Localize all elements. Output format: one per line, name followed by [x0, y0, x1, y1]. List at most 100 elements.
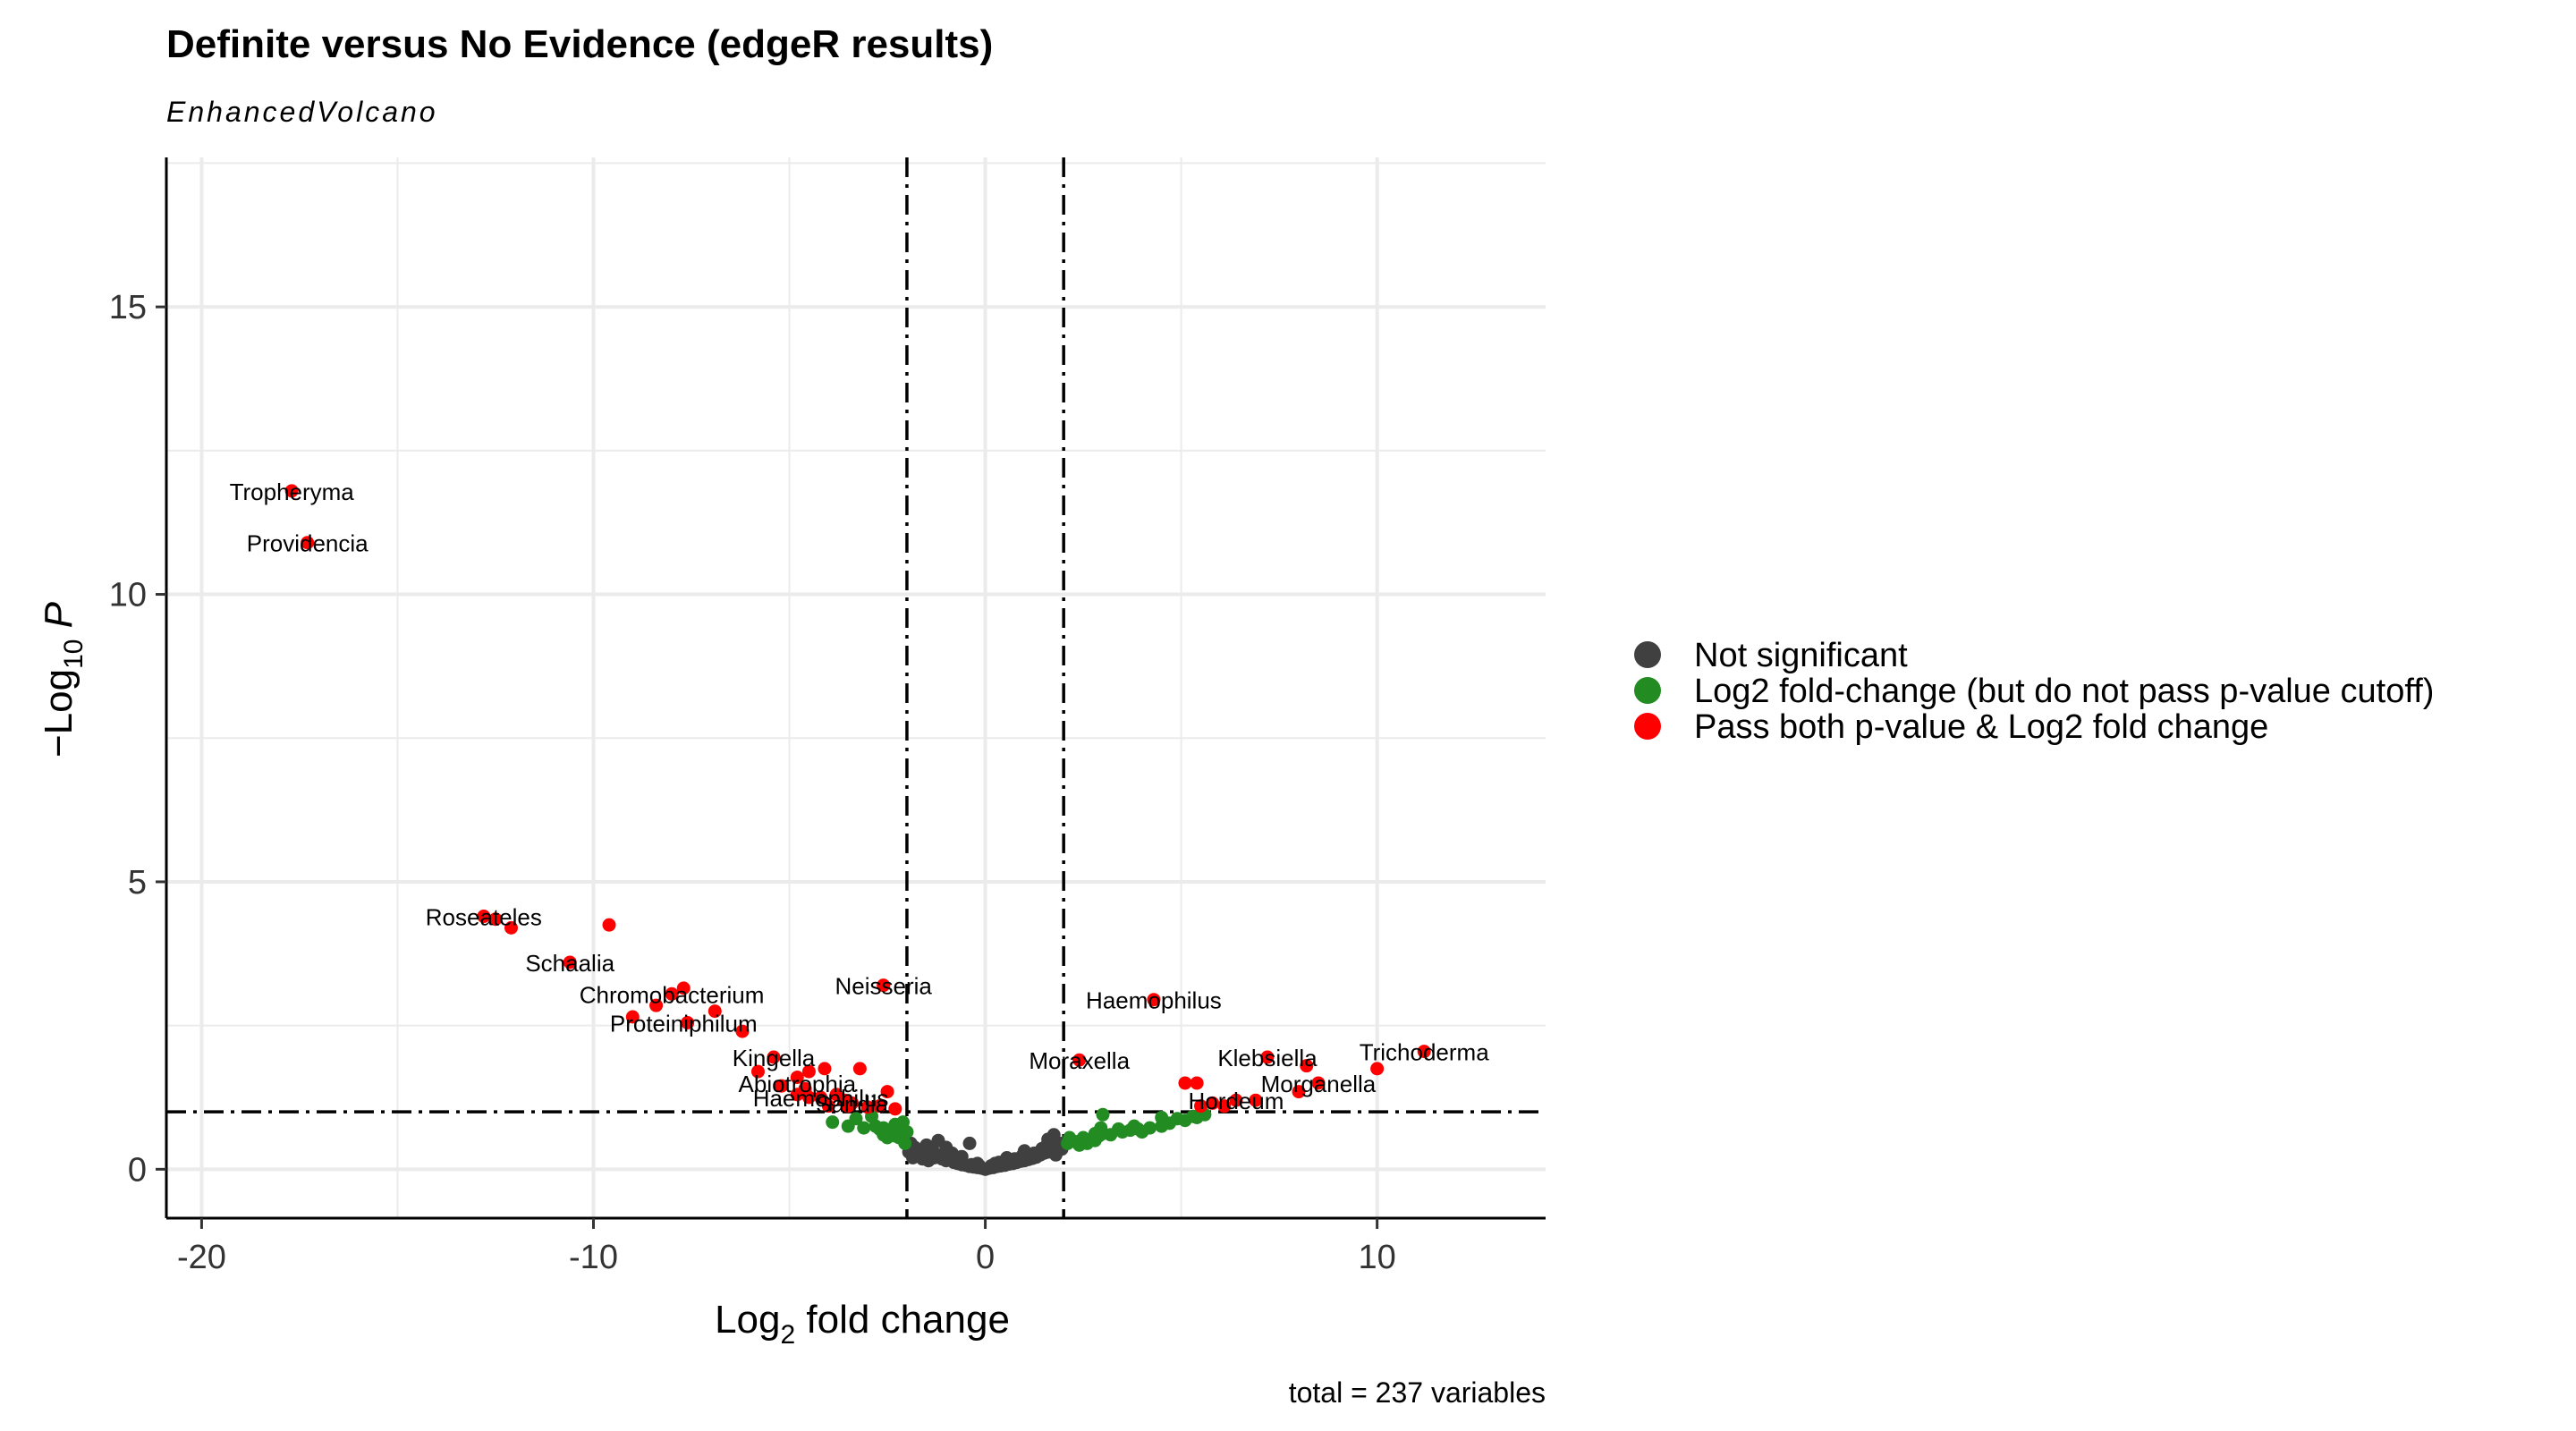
data-point [801, 1064, 816, 1079]
data-point [1015, 1148, 1030, 1163]
point-label: Roseateles [426, 904, 542, 931]
point-label: Klebsiella [1217, 1045, 1318, 1071]
x-tick-label: -10 [569, 1239, 618, 1276]
data-point [925, 1142, 939, 1156]
data-point [880, 1085, 894, 1099]
data-point [814, 1090, 828, 1105]
y-tick-label: 15 [109, 289, 147, 326]
data-point [1194, 1099, 1208, 1113]
y-tick-label: 5 [128, 864, 147, 902]
data-points [284, 484, 1431, 1176]
data-point [877, 978, 891, 993]
axis-ticks: -20 -10 0 10 0 5 10 15 [109, 289, 1396, 1276]
data-point [284, 484, 299, 498]
x-tick-label: 0 [976, 1239, 995, 1276]
legend-label: Pass both p-value & Log2 fold change [1694, 708, 2268, 746]
x-tick-label: 10 [1358, 1239, 1395, 1276]
point-label: Schaalia [525, 950, 614, 977]
point-label: Abiotrophia [739, 1071, 857, 1097]
point-label: Providencia [247, 530, 369, 557]
data-point [1155, 1111, 1169, 1125]
data-point [767, 1050, 781, 1064]
data-point [821, 1099, 835, 1113]
point-labels: Tropheryma Providencia Roseateles Schaalia C… [230, 478, 1490, 1118]
data-point [602, 918, 616, 932]
data-point [801, 1090, 816, 1105]
data-point [860, 1100, 875, 1114]
data-point [775, 1079, 789, 1093]
caption-total-variables: total = 237 variables [1289, 1376, 1546, 1409]
data-point [1072, 1053, 1087, 1067]
data-point [1112, 1122, 1126, 1136]
data-point [1217, 1099, 1232, 1113]
data-point [1229, 1093, 1243, 1107]
chart-subtitle: EnhancedVolcano [166, 96, 438, 128]
point-label: Chromobacterium [580, 981, 765, 1008]
data-point [681, 1015, 695, 1029]
data-point [872, 1099, 886, 1113]
point-label: Hordeum [1188, 1088, 1284, 1114]
data-point [1417, 1045, 1431, 1059]
point-label: Moraxella [1029, 1047, 1130, 1074]
y-tick-label: 0 [128, 1151, 147, 1189]
data-point [1206, 1096, 1220, 1110]
data-point [1190, 1076, 1204, 1090]
grid-lines [166, 157, 1546, 1218]
data-point [1260, 1050, 1275, 1064]
point-label: Haemophilus [1086, 987, 1222, 1014]
point-label: Haemophilus [753, 1085, 889, 1112]
data-point [1063, 1130, 1077, 1145]
data-point [790, 1071, 804, 1085]
point-label: Neisseria [835, 973, 932, 1000]
chart-title: Definite versus No Evidence (edgeR resul… [166, 22, 993, 66]
data-point [563, 955, 577, 970]
data-point [1292, 1085, 1306, 1099]
legend-label: Not significant [1694, 637, 1908, 674]
axes [165, 157, 1546, 1220]
data-point [935, 1147, 949, 1162]
data-point [1088, 1127, 1102, 1141]
x-tick-label: -20 [177, 1239, 226, 1276]
data-point [849, 1112, 863, 1126]
data-point [1300, 1059, 1314, 1073]
data-point [790, 1088, 804, 1102]
data-point [984, 1159, 998, 1173]
data-point [665, 986, 679, 1001]
data-point [852, 1062, 867, 1076]
cutoff-lines [166, 157, 1546, 1218]
data-point [888, 1117, 902, 1131]
data-point [1311, 1076, 1326, 1090]
data-point [964, 1157, 979, 1172]
point-label: Tropheryma [230, 478, 355, 505]
data-point [708, 1004, 722, 1019]
data-point [872, 1122, 886, 1136]
data-point [841, 1099, 855, 1113]
x-axis-title: Log2 fold change [715, 1298, 1010, 1350]
point-label: Sandia [816, 1090, 888, 1117]
data-point [649, 998, 664, 1012]
legend-label: Log2 fold-change (but do not pass p-valu… [1694, 673, 2434, 710]
data-point [1038, 1139, 1053, 1154]
point-label: Kingella [733, 1045, 816, 1071]
data-point [504, 920, 518, 935]
data-point [921, 1154, 936, 1168]
data-point [750, 1064, 765, 1079]
data-point [676, 981, 691, 995]
data-point [477, 910, 491, 924]
point-label: Proteiniphilum [610, 1010, 758, 1037]
data-point [1147, 993, 1161, 1007]
point-label: Morganella [1261, 1071, 1377, 1097]
y-tick-label: 10 [109, 577, 147, 614]
data-point [962, 1136, 977, 1150]
legend-key [1634, 677, 1661, 704]
data-point [857, 1121, 871, 1135]
data-point [735, 1024, 750, 1038]
data-point [625, 1010, 640, 1024]
data-point [1370, 1062, 1385, 1076]
data-point [488, 912, 503, 927]
data-point [954, 1149, 969, 1164]
data-point [1249, 1093, 1263, 1107]
data-point [1046, 1128, 1061, 1142]
